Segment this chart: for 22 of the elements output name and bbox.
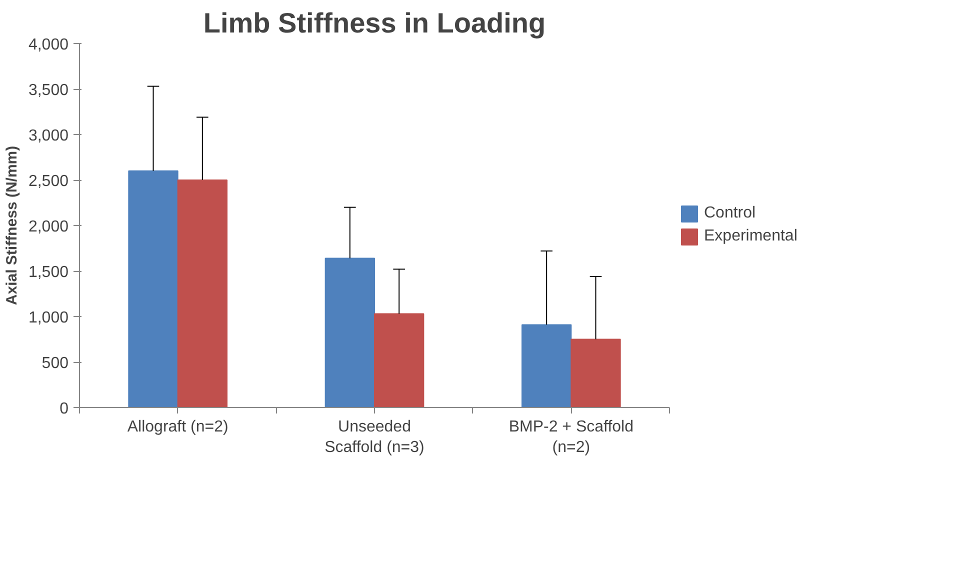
x-tick-label: BMP-2 + Scaffold (n=2)	[508, 418, 634, 456]
x-tick-label: Allograft (n=2)	[127, 418, 228, 436]
y-tick-label: 0	[60, 400, 69, 418]
bar	[522, 324, 572, 408]
y-tick-label: 2,500	[28, 173, 69, 190]
y-tick-label: 4,000	[28, 36, 69, 54]
y-axis-title: Axial Stiffness (N/mm)	[3, 146, 20, 306]
bar	[128, 170, 178, 408]
legend-label: Control	[704, 204, 756, 222]
y-tick-label: 3,000	[28, 128, 69, 144]
y-tick-label: 3,500	[28, 82, 69, 99]
y-tick-label: 1,500	[28, 264, 69, 281]
y-tick-label: 2,000	[28, 218, 69, 236]
x-tick-label: Unseeded Scaffold (n=3)	[324, 418, 424, 456]
bar	[177, 180, 228, 408]
bar	[570, 338, 621, 408]
bar	[324, 258, 375, 408]
bar	[374, 313, 424, 408]
legend-label: Experimental	[704, 228, 798, 246]
y-tick-label: 500	[42, 355, 69, 372]
y-tick-label: 1,000	[28, 310, 69, 326]
chart-title: Limb Stiffness in Loading	[203, 8, 546, 38]
